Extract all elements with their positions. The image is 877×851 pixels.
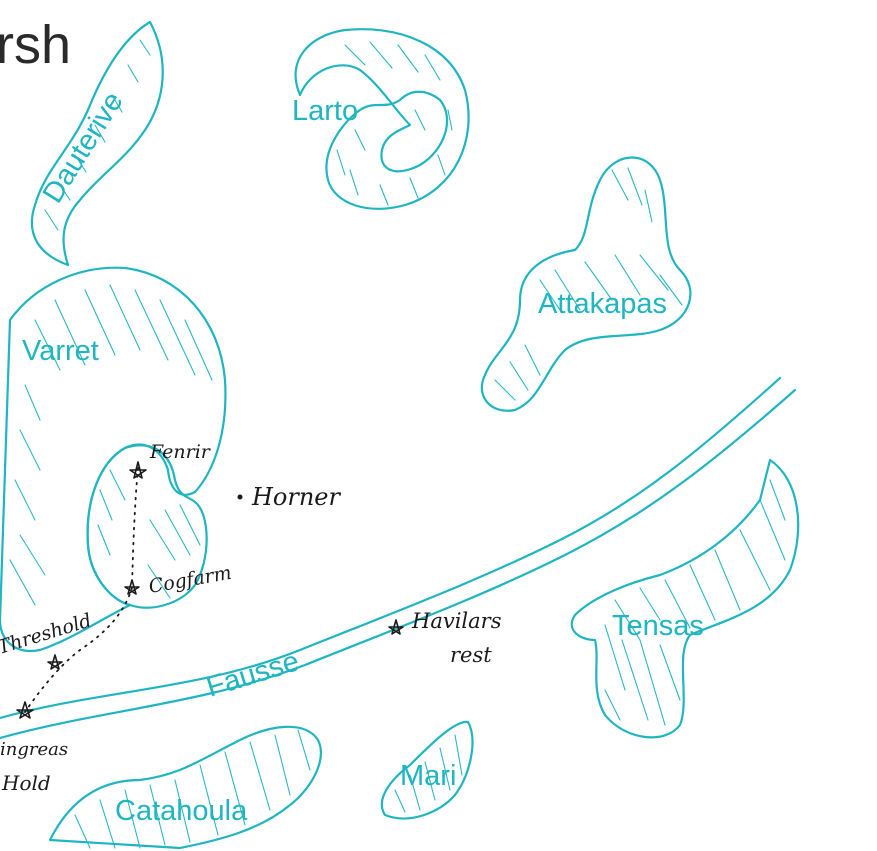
label-threshold: Threshold (0, 609, 94, 658)
map-title: rsh (0, 15, 71, 75)
road-dotted (24, 467, 139, 713)
label-horner: Horner (251, 483, 342, 511)
place-cogfarm: Cogfarm (124, 562, 233, 598)
label-cogfarm: Cogfarm (147, 562, 233, 598)
label-catahoula: Catahoula (115, 795, 248, 827)
star-icon (16, 701, 34, 719)
label-hold-line2: Hold (1, 771, 51, 795)
star-icon (124, 579, 140, 595)
star-icon (47, 654, 63, 670)
region-catahoula: Catahoula (48, 725, 322, 850)
region-larto: Larto (292, 28, 470, 210)
river-fausse: Fausse (0, 376, 797, 740)
label-havilars: Havilars (411, 609, 502, 633)
place-hold: ingreas Hold (0, 701, 68, 795)
label-varret: Varret (22, 335, 99, 367)
place-fenrir: Fenrir (129, 441, 212, 479)
star-icon (129, 461, 147, 479)
label-hold-line1: ingreas (0, 739, 68, 760)
label-fenrir: Fenrir (149, 441, 212, 463)
region-mari: Mari (380, 720, 474, 820)
label-tensas: Tensas (612, 610, 704, 642)
place-threshold: Threshold (0, 609, 94, 670)
label-attakapas: Attakapas (538, 288, 667, 320)
place-horner: Horner (237, 483, 342, 511)
star-icon (388, 619, 404, 635)
label-mari: Mari (400, 760, 456, 792)
place-havilars-rest: Havilars rest (388, 609, 502, 667)
region-attakapas: Attakapas (480, 156, 692, 412)
dot-icon (237, 494, 243, 500)
region-varret: Varret (0, 266, 227, 653)
label-rest: rest (450, 643, 492, 667)
label-dauterive: Dauterive (37, 86, 130, 208)
label-larto: Larto (292, 95, 358, 127)
region-tensas: Tensas (570, 458, 800, 739)
label-fausse: Fausse (203, 645, 303, 703)
